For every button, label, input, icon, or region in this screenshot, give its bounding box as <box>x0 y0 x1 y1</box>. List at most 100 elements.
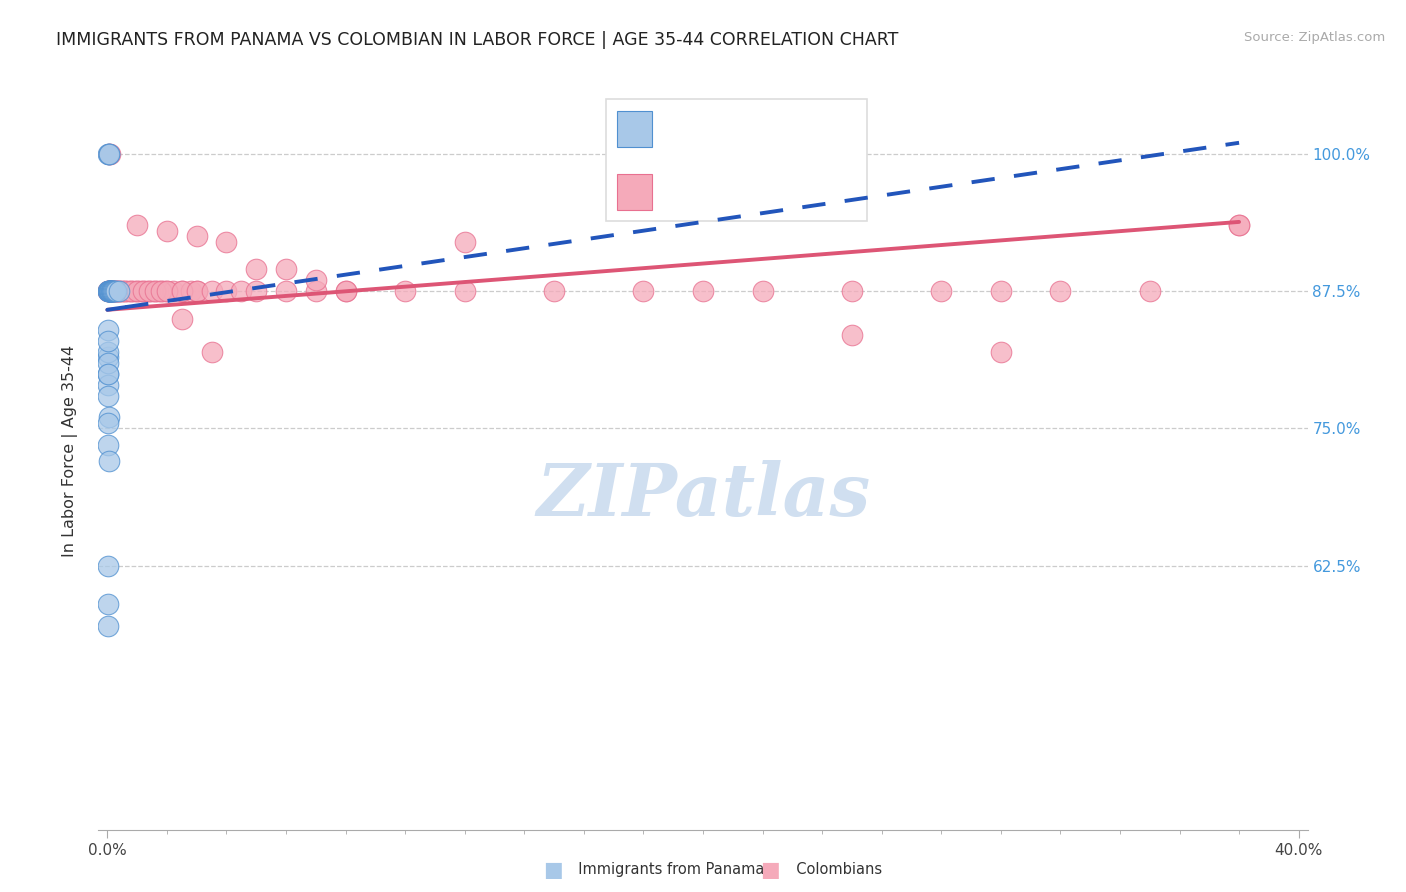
Point <box>97 284 120 298</box>
Point <box>274 284 297 298</box>
Point <box>98 284 121 298</box>
Point <box>105 284 128 298</box>
Point <box>129 284 152 298</box>
Point <box>100 284 122 298</box>
Point <box>103 284 125 298</box>
Point <box>1227 218 1250 232</box>
Point <box>98 284 121 298</box>
Point <box>170 311 193 326</box>
Point <box>1049 284 1071 298</box>
Point <box>633 284 655 298</box>
Point <box>692 284 714 298</box>
Point <box>156 284 179 298</box>
Point <box>97 350 120 364</box>
Point <box>101 284 124 298</box>
Point <box>97 344 120 359</box>
Point <box>180 284 202 298</box>
Point <box>138 284 160 298</box>
Point <box>215 284 238 298</box>
Point <box>1227 218 1250 232</box>
Point <box>97 322 120 336</box>
Point <box>127 284 149 298</box>
Point <box>98 284 121 298</box>
Point <box>149 284 172 298</box>
Point <box>101 284 124 298</box>
Point <box>305 273 328 287</box>
Point <box>751 284 773 298</box>
Point <box>97 454 120 468</box>
Point <box>100 284 122 298</box>
Point <box>149 284 172 298</box>
Point <box>138 284 160 298</box>
Point <box>117 284 139 298</box>
Point <box>97 597 120 611</box>
Point <box>100 284 122 298</box>
Point <box>274 262 297 277</box>
Point <box>141 284 163 298</box>
Point <box>146 284 169 298</box>
Text: ■: ■ <box>543 860 562 880</box>
Text: IMMIGRANTS FROM PANAMA VS COLOMBIAN IN LABOR FORCE | AGE 35-44 CORRELATION CHART: IMMIGRANTS FROM PANAMA VS COLOMBIAN IN L… <box>56 31 898 49</box>
Point <box>108 284 131 298</box>
Point <box>104 284 127 298</box>
Point <box>103 284 125 298</box>
Point <box>454 235 477 249</box>
Point <box>120 284 142 298</box>
Point <box>100 284 122 298</box>
Point <box>245 284 267 298</box>
Point <box>98 284 121 298</box>
Point <box>101 284 124 298</box>
Point <box>97 558 120 573</box>
Point <box>135 284 157 298</box>
Point <box>104 284 127 298</box>
Point <box>543 284 565 298</box>
Point <box>97 416 120 430</box>
Y-axis label: In Labor Force | Age 35-44: In Labor Force | Age 35-44 <box>62 344 77 557</box>
Point <box>98 146 121 161</box>
Point <box>114 284 136 298</box>
Point <box>127 284 149 298</box>
Point <box>97 438 120 452</box>
Point <box>170 284 193 298</box>
Point <box>97 284 120 298</box>
Point <box>394 284 416 298</box>
Point <box>335 284 357 298</box>
Point <box>305 284 328 298</box>
Point <box>103 284 125 298</box>
Text: ZIPatlas: ZIPatlas <box>536 460 870 532</box>
Point <box>114 284 136 298</box>
Point <box>97 334 120 348</box>
Point <box>200 284 222 298</box>
Point <box>105 284 128 298</box>
Point <box>231 284 253 298</box>
Point <box>454 284 477 298</box>
Point <box>103 284 125 298</box>
Point <box>97 284 120 298</box>
Point <box>841 284 863 298</box>
Point <box>132 284 155 298</box>
Point <box>101 284 124 298</box>
Point <box>97 388 120 402</box>
Point <box>98 284 121 298</box>
Point <box>1139 284 1161 298</box>
Point <box>153 284 176 298</box>
Point <box>98 284 121 298</box>
Point <box>156 284 179 298</box>
Point <box>97 284 120 298</box>
Point <box>97 146 120 161</box>
Point <box>186 229 208 244</box>
Point <box>97 284 120 298</box>
Point <box>97 146 120 161</box>
Point <box>97 619 120 633</box>
Point <box>97 146 120 161</box>
Point <box>990 284 1012 298</box>
Point <box>108 284 131 298</box>
Point <box>108 284 131 298</box>
Point <box>186 284 208 298</box>
Point <box>245 262 267 277</box>
Point <box>97 284 120 298</box>
Point <box>97 377 120 392</box>
Point <box>120 284 142 298</box>
Point <box>186 284 208 298</box>
Point <box>143 284 166 298</box>
